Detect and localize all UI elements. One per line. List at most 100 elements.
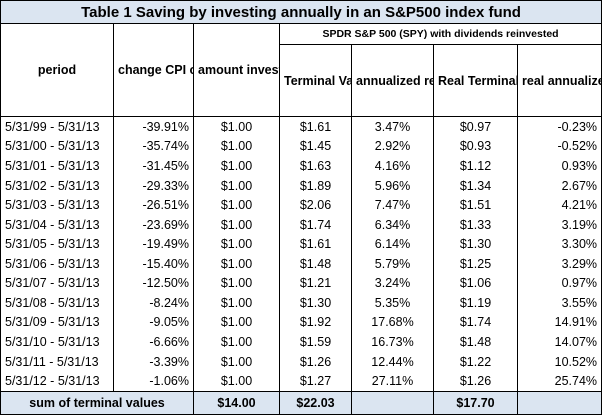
cell-amount-invested: $1.00 bbox=[193, 293, 280, 313]
cell-real-terminal-value: $1.12 bbox=[433, 156, 518, 176]
cell-terminal-value: $1.61 bbox=[279, 234, 352, 254]
cell-real-terminal-value: $0.97 bbox=[433, 115, 518, 137]
cell-annualized-return: 3.24% bbox=[351, 273, 434, 294]
summary-label: sum of terminal values bbox=[0, 391, 194, 415]
cell-real-annualized-return: -0.52% bbox=[516, 136, 602, 157]
cell-annualized-return: 12.44% bbox=[351, 351, 434, 372]
cell-real-annualized-return: 3.19% bbox=[516, 214, 602, 235]
cell-amount-invested: $1.00 bbox=[193, 175, 280, 196]
cell-change-cpi: -15.40% bbox=[113, 253, 194, 274]
cell-real-annualized-return: 3.30% bbox=[516, 234, 602, 254]
cell-real-terminal-value: $1.33 bbox=[433, 214, 518, 235]
cell-terminal-value: $1.61 bbox=[279, 115, 352, 137]
cell-period: 5/31/11 - 5/31/13 bbox=[0, 351, 114, 372]
cell-amount-invested: $1.00 bbox=[193, 273, 280, 294]
table-row: 5/31/09 - 5/31/13 -9.05% $1.00 $1.92 17.68% $… bbox=[0, 312, 602, 333]
cell-annualized-return: 7.47% bbox=[351, 195, 434, 215]
cell-real-terminal-value: $1.30 bbox=[433, 234, 518, 254]
cell-amount-invested: $1.00 bbox=[193, 136, 280, 157]
cell-period: 5/31/08 - 5/31/13 bbox=[0, 293, 114, 313]
cell-terminal-value: $1.74 bbox=[279, 214, 352, 235]
cell-amount-invested: $1.00 bbox=[193, 332, 280, 352]
table-row: 5/31/10 - 5/31/13 -6.66% $1.00 $1.59 16.73% $… bbox=[0, 332, 602, 352]
table-body: 5/31/99 - 5/31/13 -39.91% $1.00 $1.61 3.47% $… bbox=[0, 115, 602, 392]
cell-real-terminal-value: $1.06 bbox=[433, 273, 518, 294]
cell-terminal-value: $1.30 bbox=[279, 293, 352, 313]
cell-terminal-value: $1.92 bbox=[279, 312, 352, 333]
cell-change-cpi: -3.39% bbox=[113, 351, 194, 372]
table-row: 5/31/08 - 5/31/13 -8.24% $1.00 $1.30 5.35% $1… bbox=[0, 293, 602, 313]
cell-terminal-value: $1.89 bbox=[279, 175, 352, 196]
cell-amount-invested: $1.00 bbox=[193, 214, 280, 235]
header-change-cpi: change CPI over period bbox=[113, 23, 194, 117]
cell-real-terminal-value: $0.93 bbox=[433, 136, 518, 157]
cell-change-cpi: -8.24% bbox=[113, 293, 194, 313]
cell-annualized-return: 5.96% bbox=[351, 175, 434, 196]
cell-amount-invested: $1.00 bbox=[193, 351, 280, 372]
cell-terminal-value: $1.26 bbox=[279, 351, 352, 372]
summary-blank-2 bbox=[516, 391, 602, 415]
cell-change-cpi: -12.50% bbox=[113, 273, 194, 294]
cell-period: 5/31/09 - 5/31/13 bbox=[0, 312, 114, 333]
cell-amount-invested: $1.00 bbox=[193, 253, 280, 274]
cell-terminal-value: $1.59 bbox=[279, 332, 352, 352]
cell-change-cpi: -9.05% bbox=[113, 312, 194, 333]
cell-terminal-value: $1.63 bbox=[279, 156, 352, 176]
cell-change-cpi: -39.91% bbox=[113, 115, 194, 137]
cell-terminal-value: $1.27 bbox=[279, 371, 352, 392]
cell-amount-invested: $1.00 bbox=[193, 371, 280, 392]
cell-real-annualized-return: 3.55% bbox=[516, 293, 602, 313]
cell-period: 5/31/01 - 5/31/13 bbox=[0, 156, 114, 176]
cell-real-terminal-value: $1.34 bbox=[433, 175, 518, 196]
cell-amount-invested: $1.00 bbox=[193, 312, 280, 333]
table-row: 5/31/00 - 5/31/13 -35.74% $1.00 $1.45 2.92% $… bbox=[0, 136, 602, 157]
cell-real-annualized-return: 25.74% bbox=[516, 371, 602, 392]
cell-terminal-value: $1.48 bbox=[279, 253, 352, 274]
cell-amount-invested: $1.00 bbox=[193, 195, 280, 215]
cell-real-terminal-value: $1.19 bbox=[433, 293, 518, 313]
cell-real-annualized-return: 14.91% bbox=[516, 312, 602, 333]
header-row-2: Terminal Value of $1.00 annualized retur… bbox=[1, 44, 602, 117]
cell-change-cpi: -19.49% bbox=[113, 234, 194, 254]
header-spdr-group: SPDR S&P 500 (SPY) with dividends reinve… bbox=[278, 23, 602, 45]
cell-annualized-return: 16.73% bbox=[351, 332, 434, 352]
cell-amount-invested: $1.00 bbox=[193, 115, 280, 137]
table-row: 5/31/05 - 5/31/13 -19.49% $1.00 $1.61 6.14% $… bbox=[0, 234, 602, 254]
cell-annualized-return: 5.79% bbox=[351, 253, 434, 274]
cell-real-annualized-return: 2.67% bbox=[516, 175, 602, 196]
cell-real-terminal-value: $1.74 bbox=[433, 312, 518, 333]
cell-annualized-return: 6.14% bbox=[351, 234, 434, 254]
cell-change-cpi: -29.33% bbox=[113, 175, 194, 196]
cell-real-annualized-return: 3.29% bbox=[516, 253, 602, 274]
cell-amount-invested: $1.00 bbox=[193, 234, 280, 254]
cell-period: 5/31/00 - 5/31/13 bbox=[0, 136, 114, 157]
cell-change-cpi: -1.06% bbox=[113, 371, 194, 392]
cell-real-terminal-value: $1.51 bbox=[433, 195, 518, 215]
table-row: 5/31/01 - 5/31/13 -31.45% $1.00 $1.63 4.16% $… bbox=[0, 156, 602, 176]
table-row: 5/31/06 - 5/31/13 -15.40% $1.00 $1.48 5.79% $… bbox=[0, 253, 602, 274]
cell-annualized-return: 3.47% bbox=[351, 115, 434, 137]
cell-change-cpi: -6.66% bbox=[113, 332, 194, 352]
cell-period: 5/31/06 - 5/31/13 bbox=[0, 253, 114, 274]
table-title-row: Table 1 Saving by investing annually in … bbox=[0, 0, 602, 24]
cell-period: 5/31/10 - 5/31/13 bbox=[0, 332, 114, 352]
table-row: 5/31/04 - 5/31/13 -23.69% $1.00 $1.74 6.34% $… bbox=[0, 214, 602, 235]
cell-terminal-value: $1.45 bbox=[279, 136, 352, 157]
cell-real-terminal-value: $1.48 bbox=[433, 332, 518, 352]
cell-terminal-value: $1.21 bbox=[279, 273, 352, 294]
table-row: 5/31/07 - 5/31/13 -12.50% $1.00 $1.21 3.24% $… bbox=[0, 273, 602, 294]
cell-real-annualized-return: -0.23% bbox=[516, 115, 602, 137]
header-terminal-value: Terminal Value of $1.00 bbox=[279, 44, 352, 117]
cell-change-cpi: -23.69% bbox=[113, 214, 194, 235]
cell-period: 5/31/07 - 5/31/13 bbox=[0, 273, 114, 294]
summary-amount-total: $14.00 bbox=[193, 391, 280, 415]
cell-annualized-return: 6.34% bbox=[351, 214, 434, 235]
cell-real-annualized-return: 4.21% bbox=[516, 195, 602, 215]
cell-change-cpi: -31.45% bbox=[113, 156, 194, 176]
header-real-terminal-value: Real Terminal Value of $1.00 bbox=[433, 44, 518, 117]
table-row: 5/31/03 - 5/31/13 -26.51% $1.00 $2.06 7.47% $… bbox=[0, 195, 602, 215]
cell-real-terminal-value: $1.26 bbox=[433, 371, 518, 392]
cell-real-terminal-value: $1.25 bbox=[433, 253, 518, 274]
summary-real-terminal-total: $17.70 bbox=[433, 391, 518, 415]
table-row: 5/31/99 - 5/31/13 -39.91% $1.00 $1.61 3.47% $… bbox=[0, 115, 602, 137]
